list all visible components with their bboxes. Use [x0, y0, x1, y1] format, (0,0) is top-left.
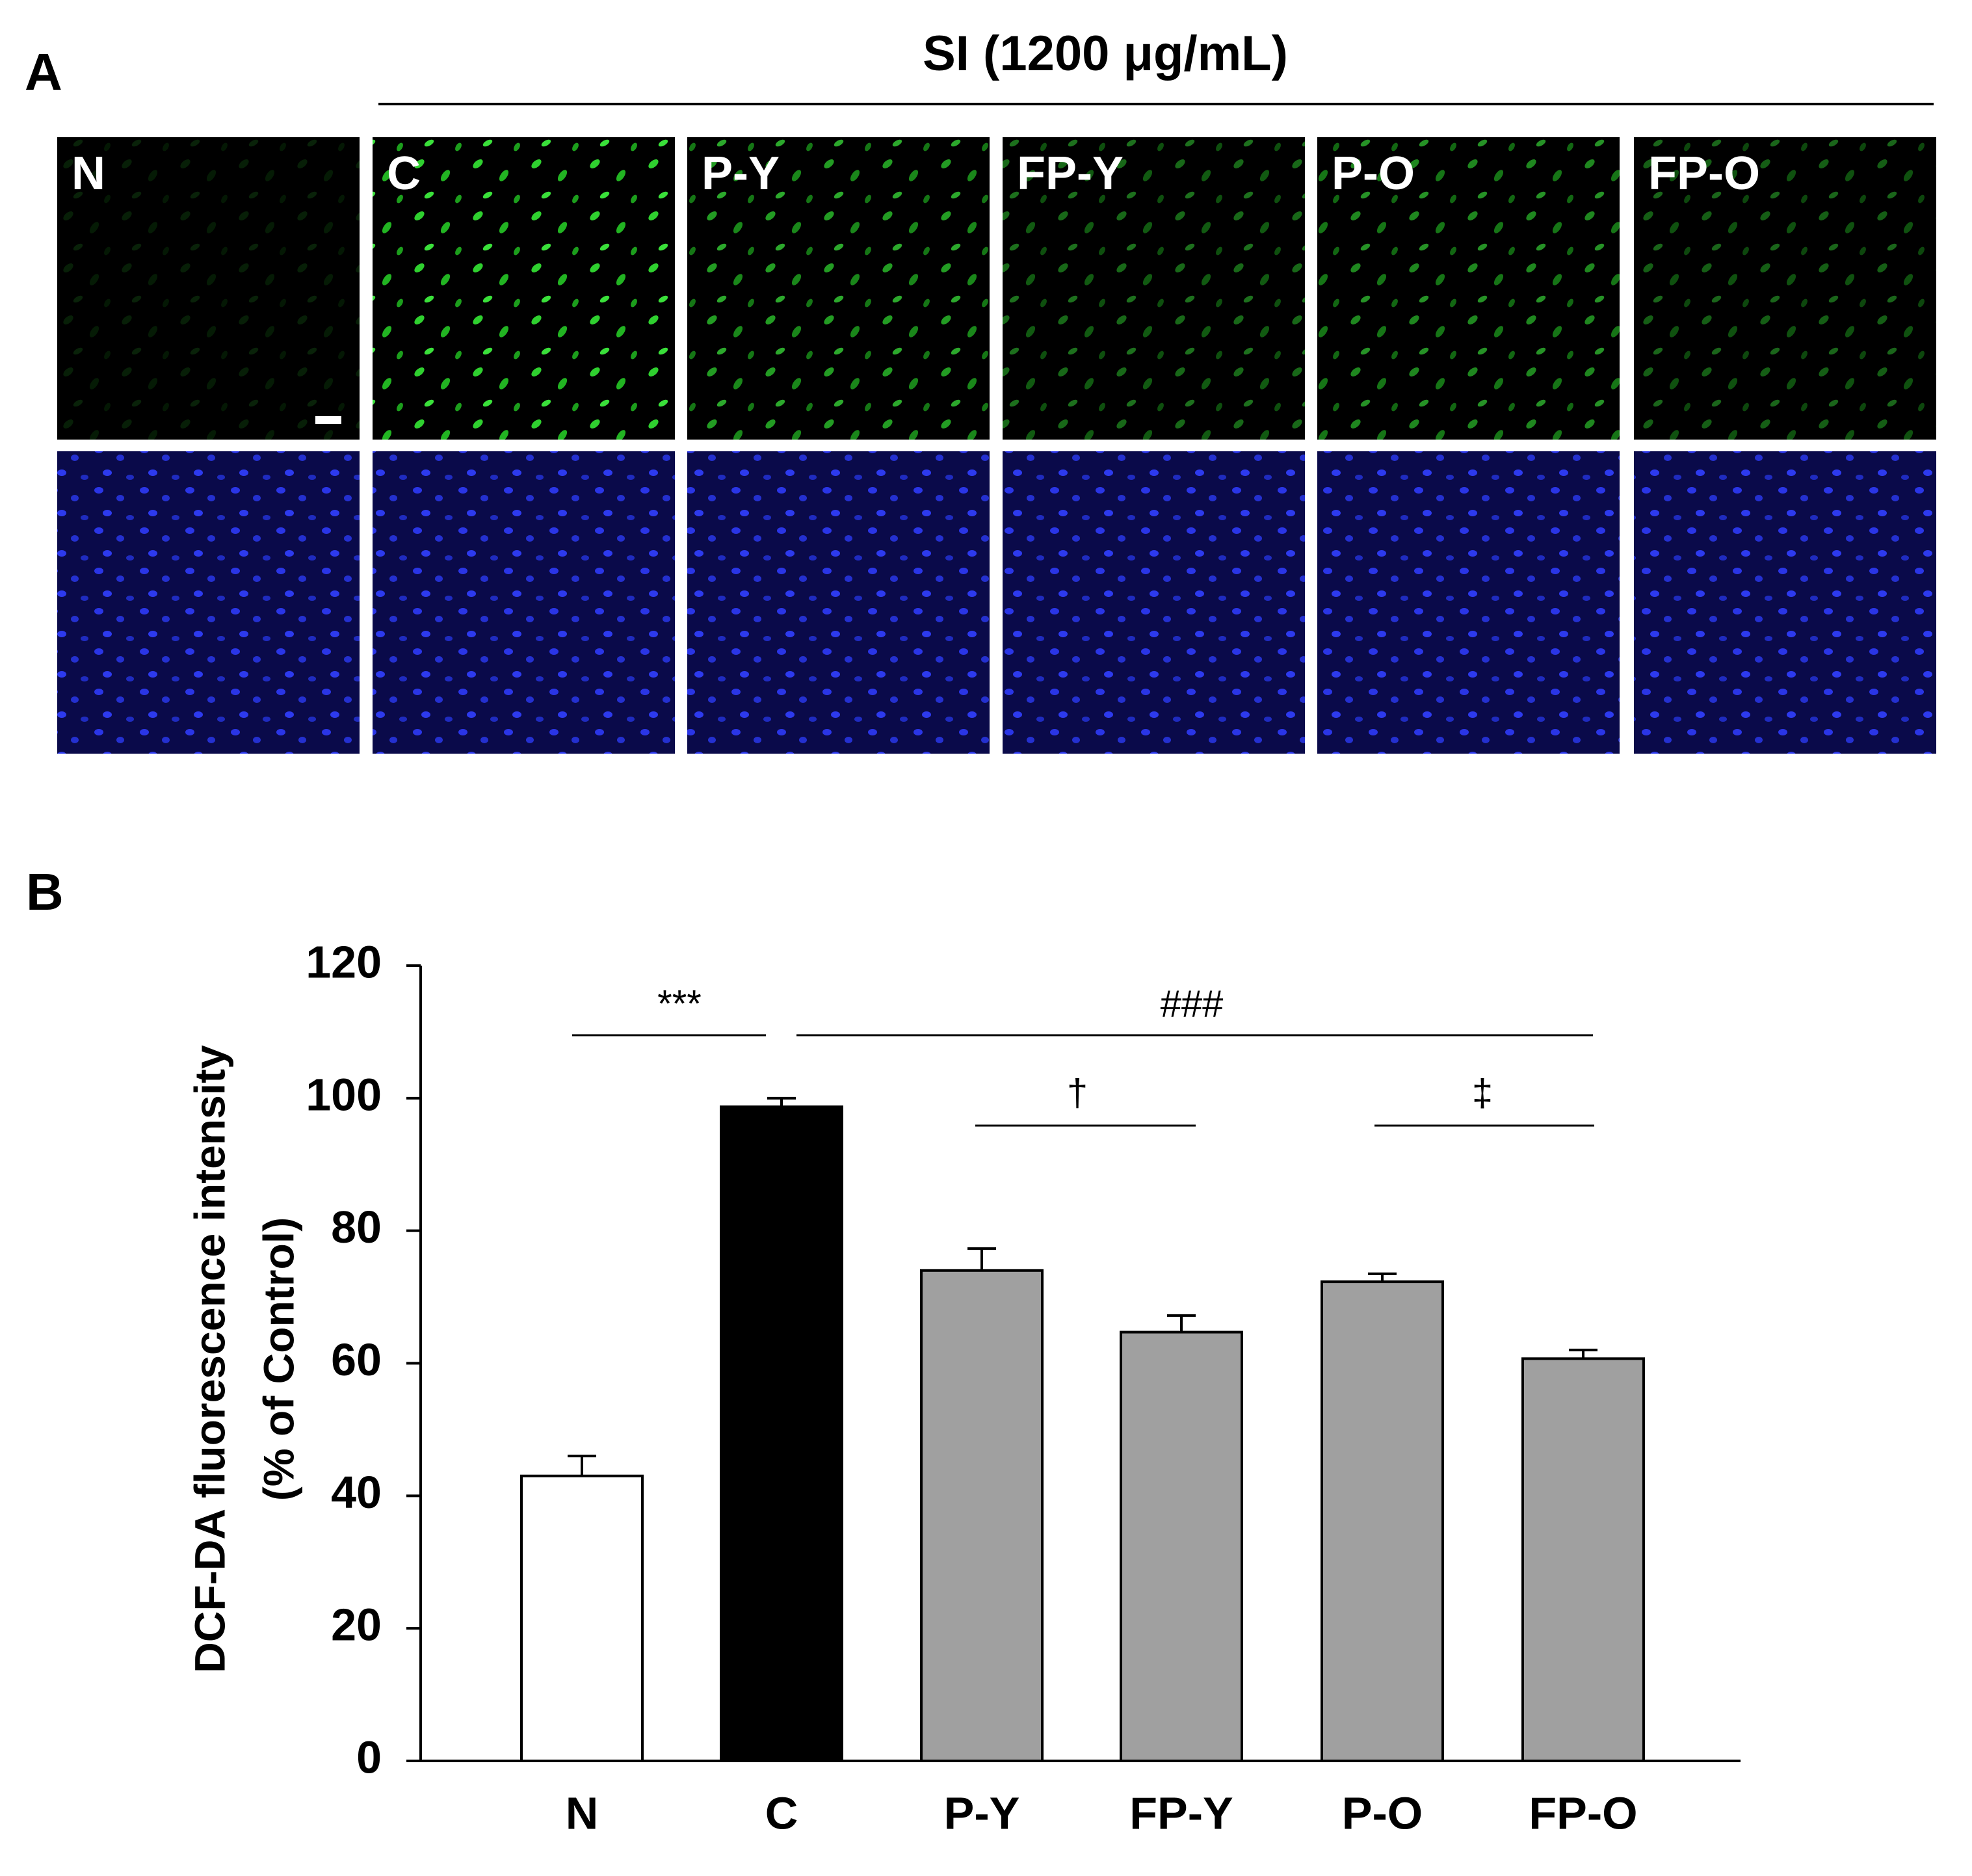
blue-image	[1317, 451, 1620, 754]
annotation: ###	[1161, 983, 1224, 1025]
y-tick-label: 120	[306, 936, 382, 987]
blue-image	[687, 451, 990, 754]
bar	[720, 1105, 843, 1762]
y-axis-label: DCF-DA fluorescence intensity	[185, 1045, 233, 1673]
blue-image	[1634, 451, 1936, 754]
green-image	[1317, 137, 1620, 440]
blue-image	[1003, 451, 1305, 754]
significance-lines	[572, 1034, 1594, 1127]
y-tick-label: 0	[356, 1732, 382, 1782]
bar	[520, 1474, 644, 1762]
scale-bar	[315, 416, 341, 424]
image-label: P-O	[1332, 148, 1415, 200]
green-image	[373, 137, 675, 440]
y-tick-label: 40	[331, 1467, 382, 1518]
x-tick-label: P-Y	[944, 1788, 1020, 1838]
y-tick-label: 60	[331, 1334, 382, 1385]
image-grid: N C P-Y FP-Y P-O FP-O	[57, 137, 1936, 754]
y-tick-label: 80	[331, 1202, 382, 1252]
image-label: N	[72, 148, 105, 200]
y-axis-label: (% of Control)	[254, 1217, 302, 1501]
panel-title: SI (1200 μg/mL)	[923, 26, 1288, 81]
blue-image	[373, 451, 675, 754]
annotation: ***	[657, 983, 702, 1025]
green-image	[687, 137, 990, 440]
x-tick-label: FP-O	[1529, 1788, 1637, 1838]
y-tick-label: 20	[331, 1600, 382, 1650]
plot: 0 20 40 60 80 100 120 N C P-Y FP-Y P-O FP-O	[306, 936, 1741, 1838]
blue-image	[57, 451, 360, 754]
bar	[1521, 1357, 1645, 1762]
green-image	[57, 137, 360, 440]
x-tick-label: C	[765, 1788, 798, 1838]
annotation: †	[1067, 1072, 1088, 1114]
image-label: FP-Y	[1017, 148, 1124, 200]
image-label: FP-O	[1648, 148, 1760, 200]
x-tick-label: P-O	[1342, 1788, 1423, 1838]
bar	[1321, 1280, 1444, 1762]
annotation: ‡	[1472, 1072, 1493, 1114]
green-image	[1634, 137, 1936, 440]
y-tick-label: 100	[306, 1069, 382, 1120]
x-tick-label: FP-Y	[1129, 1788, 1233, 1838]
green-image	[1003, 137, 1305, 440]
panel-label: B	[26, 863, 64, 921]
bar	[920, 1269, 1044, 1762]
bar	[1120, 1330, 1243, 1762]
x-tick-label: N	[566, 1788, 599, 1838]
image-label: P-Y	[702, 148, 780, 200]
image-label: C	[387, 148, 421, 200]
panel-label: A	[25, 43, 62, 101]
